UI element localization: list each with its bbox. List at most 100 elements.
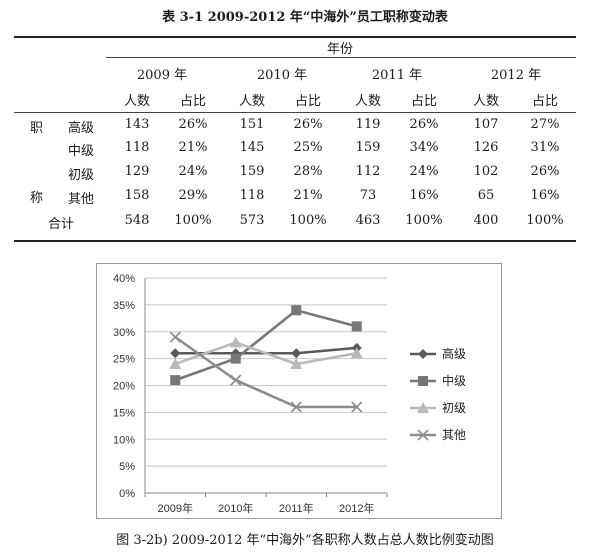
table-cell: 24% — [409, 164, 439, 179]
row-label: 其他 — [68, 192, 95, 207]
table-cell: 16% — [530, 188, 560, 203]
sub-header-count: 人数 — [472, 94, 499, 109]
table-cell: 100% — [289, 213, 327, 228]
y-tick-label: 5% — [119, 461, 135, 473]
table-cell: 400 — [473, 213, 499, 228]
table-cell: 16% — [409, 188, 439, 203]
row-label: 中级 — [68, 144, 95, 159]
table-cell: 107 — [473, 117, 499, 132]
table-cell: 65 — [477, 188, 495, 203]
table-cell: 573 — [239, 213, 265, 228]
table-cell: 119 — [355, 117, 381, 132]
y-tick-label: 0% — [119, 488, 135, 500]
data-point — [351, 401, 363, 413]
table-cell: 73 — [359, 188, 377, 203]
data-point — [291, 305, 302, 316]
data-point — [290, 358, 303, 369]
data-point — [290, 401, 302, 413]
table-bottom-rule — [14, 240, 576, 242]
table-cell: 21% — [293, 188, 323, 203]
table-cell: 26% — [409, 117, 439, 132]
table-header-rule — [14, 112, 576, 113]
line-chart: 0% 5% 10% 15% 20% 25% 30% 35% 40% 2009年 2010年 2011年… — [113, 273, 466, 515]
legend-label: 初级 — [442, 401, 466, 415]
data-point — [169, 358, 182, 369]
table-cell: 548 — [124, 213, 150, 228]
table-cell: 129 — [124, 164, 150, 179]
table-cell: 118 — [239, 188, 265, 203]
x-tick-label: 2009年 — [158, 501, 193, 515]
table-cell: 27% — [530, 117, 560, 132]
table-cell: 26% — [178, 117, 208, 132]
sub-header-count: 人数 — [123, 94, 150, 109]
data-point — [229, 336, 242, 348]
data-point — [170, 375, 181, 386]
y-tick-label: 20% — [113, 381, 135, 393]
table-cell: 25% — [293, 140, 323, 155]
table-cell: 34% — [409, 140, 439, 155]
y-tick-label: 35% — [113, 300, 135, 312]
row-group-label-top: 职 — [30, 121, 44, 136]
table-cell: 118 — [124, 140, 150, 155]
table-cell: 145 — [239, 140, 265, 155]
table-cell: 158 — [124, 188, 150, 203]
x-tick-label: 2010年 — [218, 501, 253, 515]
table-cell: 102 — [473, 164, 499, 179]
legend-marker — [418, 376, 428, 386]
sub-header-ratio: 占比 — [531, 94, 558, 109]
y-tick-label: 40% — [113, 273, 135, 285]
legend-marker — [418, 349, 428, 359]
table-cell: 31% — [530, 140, 560, 155]
sub-header-ratio: 占比 — [294, 94, 321, 109]
row-label: 高级 — [68, 121, 95, 136]
x-tick-label: 2011年 — [279, 501, 314, 515]
legend-marker — [417, 402, 429, 413]
data-point — [230, 353, 241, 364]
year-header: 2011 年 — [371, 68, 423, 83]
legend-label: 其他 — [442, 428, 466, 442]
table-cell: 100% — [526, 213, 564, 228]
table-cell: 126 — [473, 140, 499, 155]
table-cell: 159 — [355, 140, 381, 155]
y-tick-label: 10% — [113, 434, 135, 446]
chart-caption: 图 3-2b) 2009-2012 年“中海外”各职称人数占总人数比例变动图 — [116, 533, 494, 548]
y-tick-label: 30% — [113, 327, 135, 339]
table-cell: 24% — [178, 164, 208, 179]
chart-frame: 0% 5% 10% 15% 20% 25% 30% 35% 40% 2009年 2010年 2011年… — [96, 263, 502, 519]
data-point — [169, 331, 181, 343]
sub-header-ratio: 占比 — [410, 94, 437, 109]
sub-header-count: 人数 — [238, 94, 265, 109]
table-cell: 26% — [530, 164, 560, 179]
year-header: 2009 年 — [136, 68, 188, 83]
sub-header-count: 人数 — [354, 94, 381, 109]
year-header: 2012 年 — [490, 68, 542, 83]
sub-header-ratio: 占比 — [179, 94, 206, 109]
data-point — [170, 348, 181, 359]
table-year-rule — [106, 57, 576, 58]
legend-marker — [417, 429, 429, 441]
table-top-rule — [14, 36, 576, 38]
data-point — [350, 347, 363, 359]
row-group-label-bottom: 称 — [30, 191, 44, 206]
table-cell: 463 — [355, 213, 381, 228]
y-tick-label: 25% — [113, 354, 135, 366]
header-group-label: 年份 — [326, 42, 353, 57]
table-cell: 112 — [355, 164, 381, 179]
series-line-3 — [174, 341, 357, 366]
table-cell: 28% — [293, 164, 323, 179]
x-tick-label: 2012年 — [339, 501, 374, 515]
legend-label: 高级 — [442, 346, 466, 361]
row-label: 初级 — [68, 168, 95, 183]
total-row-label: 合计 — [48, 217, 75, 232]
y-tick-label: 15% — [113, 407, 135, 419]
year-header: 2010 年 — [256, 68, 308, 83]
series-line-4 — [174, 336, 357, 409]
data-point — [351, 321, 362, 332]
table-cell: 100% — [405, 213, 443, 228]
table-caption: 表 3-1 2009-2012 年“中海外”员工职称变动表 — [162, 10, 448, 25]
table-cell: 159 — [239, 164, 265, 179]
table-cell: 143 — [124, 117, 150, 132]
legend-label: 中级 — [442, 373, 466, 388]
table-cell: 29% — [178, 188, 208, 203]
series-line-2 — [174, 308, 358, 382]
